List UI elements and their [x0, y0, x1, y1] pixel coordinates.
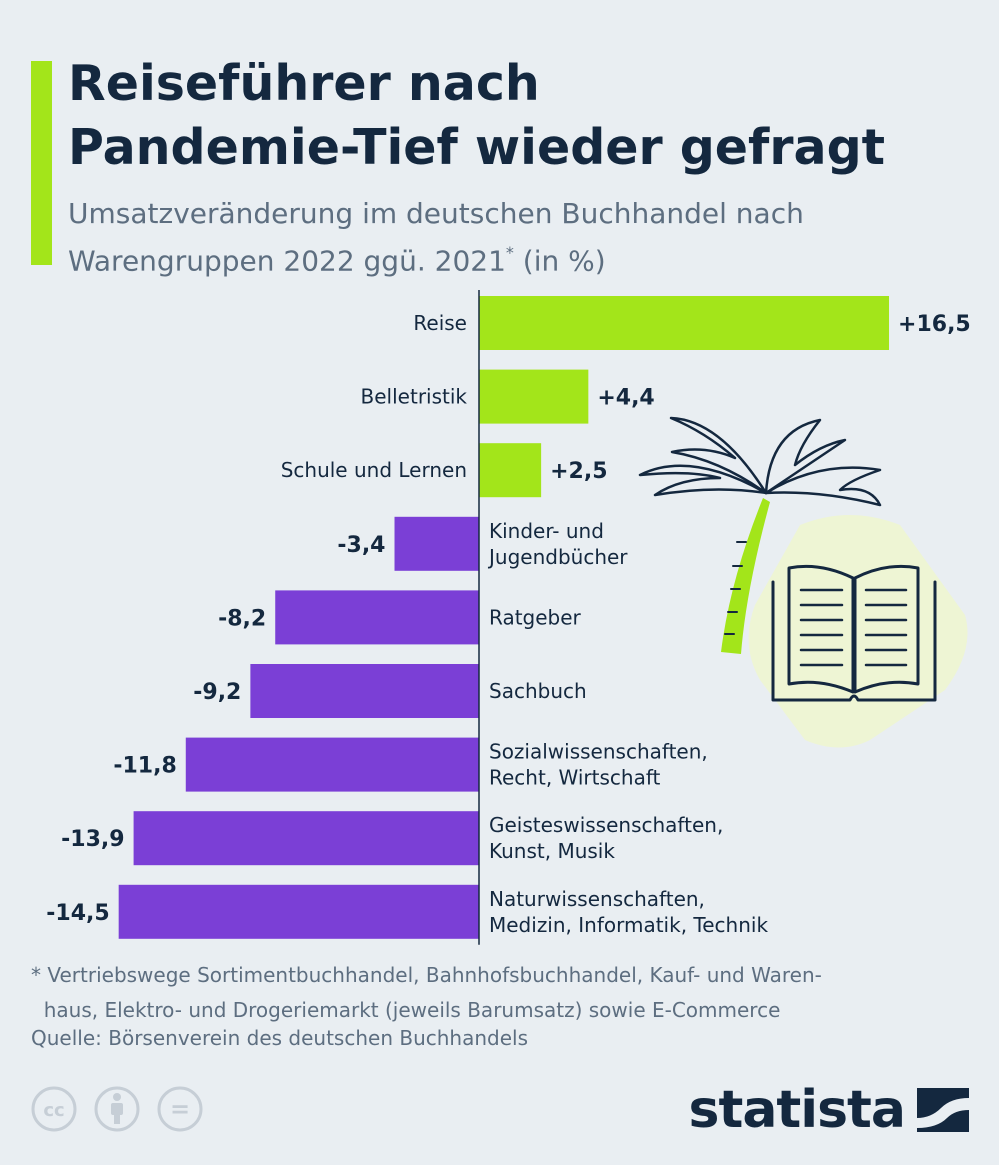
category-label-line: Kunst, Musik: [489, 839, 615, 863]
palm-tree-icon: [638, 416, 882, 654]
value-label: -14,5: [46, 901, 109, 926]
title-line-2: Pandemie-Tief wieder gefragt: [68, 119, 886, 176]
value-label: +4,4: [597, 386, 654, 411]
category-label-line: Sachbuch: [489, 679, 587, 703]
value-label: -11,8: [113, 754, 176, 779]
footnote-line-2: haus, Elektro- und Drogeriemarkt (jeweil…: [31, 998, 781, 1022]
value-label: +2,5: [550, 459, 607, 484]
value-label: -8,2: [218, 606, 266, 631]
bar: [185, 737, 479, 792]
category-label: Kinder- und Jugendbücher: [487, 519, 628, 569]
value-label: -13,9: [61, 827, 124, 852]
cc-icon[interactable]: cc: [31, 1086, 77, 1132]
page-subtitle: Umsatzveränderung im deutschen Buchhande…: [68, 193, 968, 281]
source-note: Quelle: Börsenverein des deutschen Buchh…: [31, 1026, 529, 1050]
svg-text:=: =: [170, 1095, 190, 1123]
category-label: Belletristik: [361, 385, 468, 409]
page-title: Reiseführer nach Pandemie-Tief wieder ge…: [68, 52, 988, 180]
bar: [479, 296, 890, 350]
subtitle-asterisk: *: [505, 243, 514, 262]
svg-text:cc: cc: [43, 1100, 64, 1121]
open-book-icon: [771, 564, 937, 702]
category-label-line: Schule und Lernen: [281, 458, 467, 482]
bar-chart: +16,5 Reise +4,4 Belletristik +2,5 Schule und…: [46, 290, 971, 945]
bar: [250, 664, 479, 718]
subtitle-line-1: Umsatzveränderung im deutschen Buchhande…: [68, 197, 804, 230]
bar: [275, 590, 479, 645]
title-accent-bar: [31, 61, 52, 265]
category-label-line: Naturwissenschaften,: [489, 887, 705, 911]
logo-text: statista: [688, 1080, 906, 1140]
subtitle-unit: (in %): [513, 244, 606, 278]
category-label-line: Ratgeber: [489, 605, 582, 629]
footnote: * Vertriebswege Sortimentbuchhandel, Bah…: [31, 958, 971, 1028]
bar: [118, 884, 480, 939]
no-derivatives-icon[interactable]: =: [157, 1086, 203, 1132]
bar: [479, 443, 542, 498]
by-person-icon[interactable]: [94, 1086, 140, 1132]
statista-logo-icon: [917, 1088, 969, 1132]
value-label: +16,5: [898, 312, 971, 337]
category-label: Ratgeber: [489, 605, 582, 629]
category-label: Sozialwissenschaften, Recht, Wirtschaft: [489, 740, 708, 790]
category-label-line: Recht, Wirtschaft: [489, 766, 661, 790]
license-icons: cc =: [31, 1086, 203, 1132]
category-label: Naturwissenschaften, Medizin, Informatik,…: [489, 887, 768, 937]
category-label: Reise: [413, 311, 467, 335]
bar: [133, 811, 479, 866]
title-line-1: Reiseführer nach: [68, 55, 540, 112]
category-label-line: Belletristik: [361, 385, 468, 409]
category-label: Sachbuch: [489, 679, 587, 703]
statista-logo[interactable]: statista: [689, 1075, 969, 1145]
category-label-line: Kinder- und: [489, 519, 604, 543]
category-label: Schule und Lernen: [281, 458, 467, 482]
category-label: Geisteswissenschaften, Kunst, Musik: [489, 813, 723, 863]
category-label-line: Jugendbücher: [487, 545, 628, 569]
footnote-line-1: * Vertriebswege Sortimentbuchhandel, Bah…: [31, 963, 822, 987]
subtitle-text: Warengruppen 2022 ggü. 2021: [68, 244, 506, 278]
bar: [394, 516, 479, 571]
category-label-line: Geisteswissenschaften,: [489, 813, 723, 837]
illustration-background-blob: [748, 515, 968, 748]
value-label: -3,4: [337, 533, 385, 558]
palm-book-illustration: [638, 416, 968, 748]
category-label-line: Sozialwissenschaften,: [489, 740, 708, 764]
category-label-line: Reise: [413, 311, 467, 335]
subtitle-line-2: Warengruppen 2022 ggü. 2021* (in %): [68, 234, 968, 281]
category-label-line: Medizin, Informatik, Technik: [489, 913, 768, 937]
value-label: -9,2: [193, 680, 241, 705]
bar: [479, 369, 589, 424]
